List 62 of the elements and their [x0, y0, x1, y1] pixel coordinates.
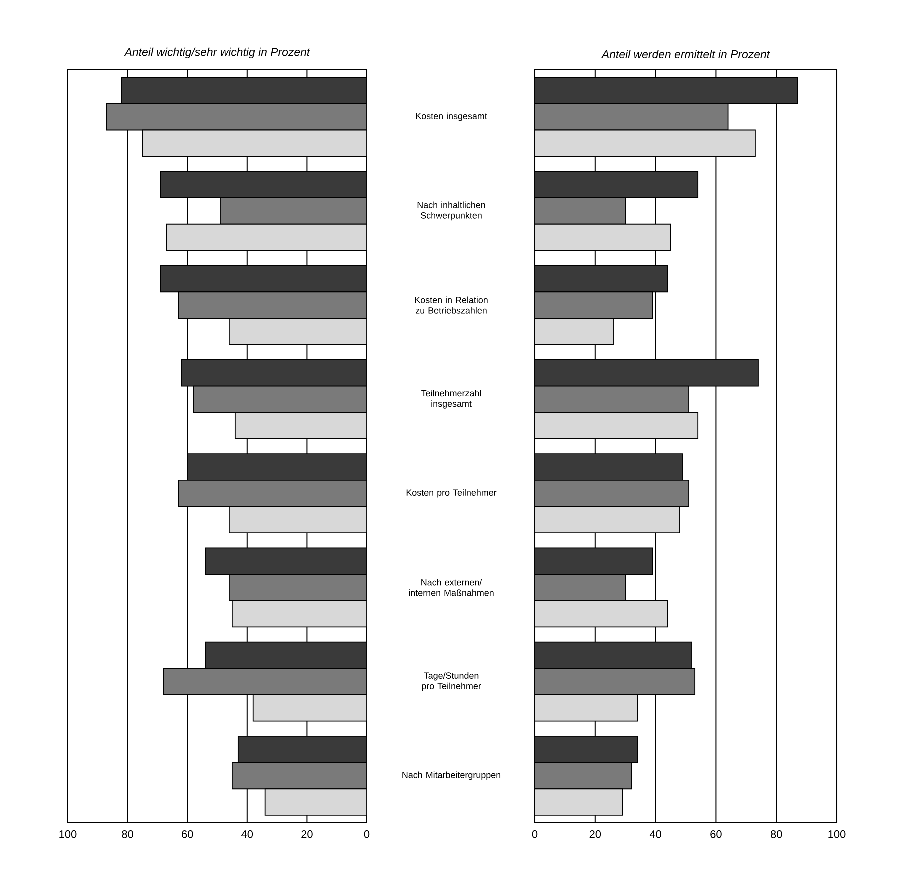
bar — [106, 103, 367, 131]
y-tick-label: Tage/Stunden pro Teilnehmer — [422, 672, 482, 692]
bar — [205, 642, 367, 670]
bar — [252, 694, 367, 722]
x-tick-label: 80 — [122, 830, 134, 838]
y-tick-label: Kosten insgesamt — [416, 112, 488, 122]
bar — [178, 292, 367, 319]
bar — [193, 386, 367, 414]
y-tick-label: Nach inhaltlichen Schwerpunkten — [418, 202, 486, 221]
bar — [178, 480, 367, 508]
y-tick-label: Nach externen/ internen Maßnahmen — [409, 579, 494, 596]
bar — [232, 600, 367, 628]
x-tick-label: 40 — [650, 830, 662, 838]
bar — [166, 224, 367, 252]
chart-title: Anteil wichtig/sehr wichtig in Prozent — [124, 48, 311, 58]
bar — [535, 359, 759, 387]
bar — [229, 574, 367, 602]
bar — [535, 454, 684, 481]
x-tick-label: 20 — [590, 830, 602, 838]
x-tick-label: 0 — [364, 830, 370, 838]
bar — [535, 171, 699, 198]
bar — [535, 548, 654, 575]
bar — [238, 736, 367, 764]
bar — [264, 788, 367, 816]
y-tick-label: Kosten pro Teilnehmer — [406, 489, 497, 498]
bar — [535, 224, 672, 252]
bar — [181, 359, 367, 387]
bar — [535, 600, 668, 628]
bar — [535, 265, 668, 293]
bar — [160, 265, 367, 293]
x-tick-label: 100 — [60, 830, 77, 838]
bar — [229, 506, 367, 534]
bar — [232, 762, 367, 790]
y-tick-label: Nach Mitarbeitergruppen — [402, 772, 501, 780]
bar — [535, 130, 756, 158]
bar — [535, 694, 638, 722]
x-tick-label: 80 — [770, 830, 782, 838]
bar — [205, 548, 367, 575]
x-tick-label: 100 — [828, 830, 846, 838]
bar — [187, 454, 367, 481]
bar — [535, 412, 699, 440]
x-tick-label: 0 — [532, 830, 538, 838]
bar — [142, 130, 367, 158]
bar — [160, 171, 367, 198]
bar — [163, 668, 367, 696]
x-tick-label: 60 — [182, 830, 194, 838]
bar — [535, 736, 638, 764]
bar — [121, 77, 367, 104]
y-tick-label: Teilnehmerzahl insgesamt — [422, 390, 482, 409]
x-tick-label: 60 — [710, 830, 722, 838]
chart-title: Anteil werden ermittelt in Prozent — [601, 50, 770, 59]
x-tick-label: 20 — [302, 830, 313, 838]
y-tick-label: Kosten in Relation zu Betriebszahlen — [415, 296, 488, 314]
bar — [535, 642, 692, 670]
bar — [220, 198, 367, 225]
bar — [535, 318, 614, 346]
bar — [535, 77, 798, 104]
bar — [535, 506, 680, 534]
bar — [234, 412, 367, 440]
bar — [229, 318, 367, 346]
x-tick-label: 40 — [242, 830, 254, 838]
bar — [535, 788, 624, 816]
